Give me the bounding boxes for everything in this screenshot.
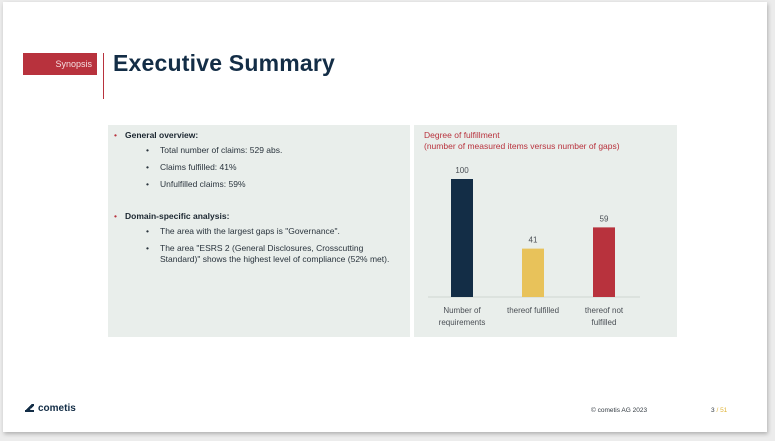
data-label: 100 [455, 166, 469, 175]
cometis-logo-icon [25, 404, 34, 412]
domain-heading-text: Domain-specific analysis: [125, 211, 230, 221]
bullet-icon: • [146, 162, 149, 172]
logo: cometis [25, 403, 76, 414]
bullet-icon: • [146, 145, 149, 155]
bar [593, 227, 615, 297]
page-separator: / [716, 407, 719, 414]
bullet-icon: • [146, 243, 149, 253]
bar [522, 248, 544, 297]
copyright: © cometis AG 2023 [591, 407, 648, 414]
data-label: 59 [600, 214, 609, 223]
chart-title-text: Degree of fulfillment [424, 130, 500, 140]
bar [451, 179, 473, 297]
bullet-icon: • [146, 179, 149, 189]
domain-group: • Domain-specific analysis: • The area wi… [108, 210, 410, 271]
list-item-text: The area "ESRS 2 (General Disclosures, C… [160, 243, 390, 264]
bullet-icon: • [114, 211, 117, 221]
list-item: • Total number of claims: 529 abs. [108, 145, 410, 156]
list-item: • Claims fulfilled: 41% [108, 162, 410, 173]
domain-list: • The area with the largest gaps is "Gove… [108, 226, 410, 265]
bullet-icon: • [146, 226, 149, 236]
overview-heading-text: General overview: [125, 130, 199, 140]
category-label: Number of requirements [439, 306, 486, 327]
list-item-text: Unfulfilled claims: 59% [160, 179, 246, 189]
page-total: 51 [720, 407, 728, 414]
chart-title: Degree of fulfillment (number of measure… [424, 130, 620, 152]
page-title: Executive Summary [113, 50, 336, 76]
title-divider [103, 53, 104, 99]
bar-chart: 100 Number of requirements 41 thereof fulfil… [428, 166, 640, 327]
slide: Synopsis Executive Summary • General ove… [3, 2, 767, 432]
category-label: thereof not fulfilled [585, 306, 624, 327]
overview-heading: • General overview: [108, 129, 410, 141]
overview-list: • Total number of claims: 529 abs. • Claim… [108, 145, 410, 190]
category-label: thereof fulfilled [507, 306, 559, 315]
list-item: • Unfulfilled claims: 59% [108, 179, 410, 190]
chart-panel: Degree of fulfillment (number of measure… [414, 125, 677, 337]
chart-subtitle-text: (number of measured items versus number … [424, 141, 620, 151]
overview-group: • General overview: • Total number of cla… [108, 129, 410, 196]
domain-heading: • Domain-specific analysis: [108, 210, 410, 222]
page-number: 3 / 51 [711, 407, 727, 414]
list-item: • The area with the largest gaps is "Gove… [108, 226, 410, 237]
logo-text: cometis [38, 403, 76, 414]
bullet-icon: • [114, 130, 117, 140]
list-item-text: The area with the largest gaps is "Gover… [160, 226, 340, 236]
data-label: 41 [529, 236, 538, 245]
list-item-text: Claims fulfilled: 41% [160, 162, 237, 172]
page-current: 3 [711, 407, 715, 414]
list-item-text: Total number of claims: 529 abs. [160, 145, 283, 155]
list-item: • The area "ESRS 2 (General Disclosures, … [108, 243, 410, 265]
summary-panel: • General overview: • Total number of cla… [108, 125, 410, 337]
section-tag: Synopsis [23, 53, 97, 75]
